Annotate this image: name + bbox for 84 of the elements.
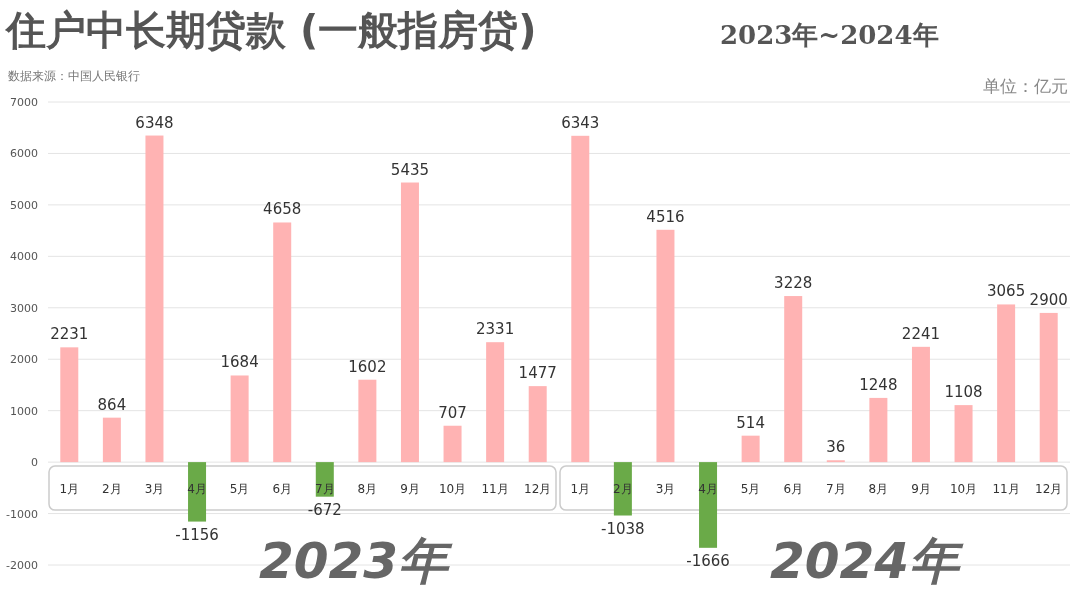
data-label: 6348: [135, 113, 174, 132]
data-label: 2331: [476, 320, 515, 339]
x-tick-label: 6月: [272, 482, 293, 497]
chart-subtitle: 2023年~2024年: [720, 20, 939, 50]
data-label: 3065: [987, 282, 1026, 301]
y-tick-label: 3000: [10, 301, 38, 315]
x-tick-label: 2月: [613, 482, 633, 497]
y-axis-title: 单位：亿元: [983, 76, 1068, 96]
x-tick-label: 5月: [740, 482, 761, 497]
data-label: 2231: [50, 325, 89, 344]
data-label: 6343: [561, 113, 600, 132]
bar: [188, 462, 207, 522]
bar: [997, 304, 1016, 463]
x-tick-label: 3月: [655, 482, 676, 497]
x-tick-label: 10月: [438, 482, 467, 497]
y-tick-label: 7000: [10, 96, 38, 109]
annotation: 2024年: [769, 532, 965, 590]
y-tick-label: -1000: [6, 507, 38, 521]
x-tick-label: 2月: [102, 482, 122, 497]
data-label: 4516: [646, 207, 685, 226]
y-tick-label: 0: [31, 456, 38, 470]
bar: [656, 229, 675, 463]
y-tick-label: 6000: [10, 147, 38, 161]
data-label: 1248: [859, 375, 898, 394]
x-tick-label: 3月: [144, 482, 165, 497]
x-tick-label: 6月: [783, 482, 804, 497]
x-tick-label: 10月: [949, 482, 978, 497]
data-label: -672: [307, 500, 342, 519]
x-tick-label: 12月: [1035, 482, 1063, 497]
bar: [954, 405, 973, 463]
bar: [273, 222, 292, 463]
bar: [699, 462, 718, 548]
x-tick-label: 9月: [911, 482, 931, 497]
x-tick-label: 8月: [357, 482, 378, 497]
bar: [1039, 312, 1058, 463]
bar: [613, 462, 632, 516]
x-tick-label: 7月: [825, 482, 846, 497]
data-label: 36: [826, 438, 846, 457]
data-label: -1666: [686, 551, 730, 570]
bar: [358, 379, 377, 463]
x-tick-label: 1月: [59, 482, 80, 497]
x-tick-label: 12月: [524, 482, 552, 497]
data-label: 514: [736, 413, 765, 432]
x-tick-label: 1月: [570, 482, 591, 497]
x-tick-label: 9月: [400, 482, 420, 497]
x-tick-label: 11月: [481, 482, 509, 497]
source-note: 数据来源：中国人民银行: [8, 69, 140, 83]
data-label: 4658: [263, 200, 302, 219]
y-tick-label: 5000: [10, 198, 38, 212]
chart-title: 住户中长期贷款 (一般指房贷): [4, 7, 537, 53]
bar: [102, 417, 121, 463]
data-label: 5435: [390, 160, 430, 179]
data-label: 3228: [774, 274, 813, 293]
bar: [60, 347, 79, 463]
bar: [571, 135, 590, 463]
data-label: 2900: [1029, 290, 1068, 309]
bar: [869, 397, 888, 463]
data-label: 1108: [944, 383, 983, 402]
data-label: 1602: [348, 357, 387, 376]
bar: [528, 386, 547, 463]
bar: [911, 346, 930, 463]
bar: [230, 375, 249, 463]
data-label: -1156: [175, 525, 219, 544]
data-label: 1684: [220, 353, 259, 372]
bar: [400, 182, 419, 463]
y-tick-label: 2000: [10, 353, 38, 367]
bar: [741, 435, 760, 463]
bar: [443, 425, 462, 463]
y-tick-label: 1000: [10, 404, 38, 418]
bar: [145, 135, 164, 463]
y-tick-label: -2000: [6, 559, 38, 572]
data-label: 2241: [901, 324, 941, 343]
y-tick-label: 4000: [10, 250, 38, 264]
data-label: 864: [97, 395, 127, 414]
bar: [784, 296, 803, 463]
bar: [486, 342, 505, 463]
x-tick-label: 8月: [868, 482, 889, 497]
data-label: 707: [438, 403, 467, 422]
annotation: 2023年: [258, 532, 454, 590]
x-tick-label: 7月: [314, 482, 335, 497]
data-label: -1038: [601, 519, 645, 538]
x-tick-label: 5月: [229, 482, 250, 497]
data-label: 1477: [518, 364, 557, 383]
x-tick-label: 11月: [992, 482, 1020, 497]
